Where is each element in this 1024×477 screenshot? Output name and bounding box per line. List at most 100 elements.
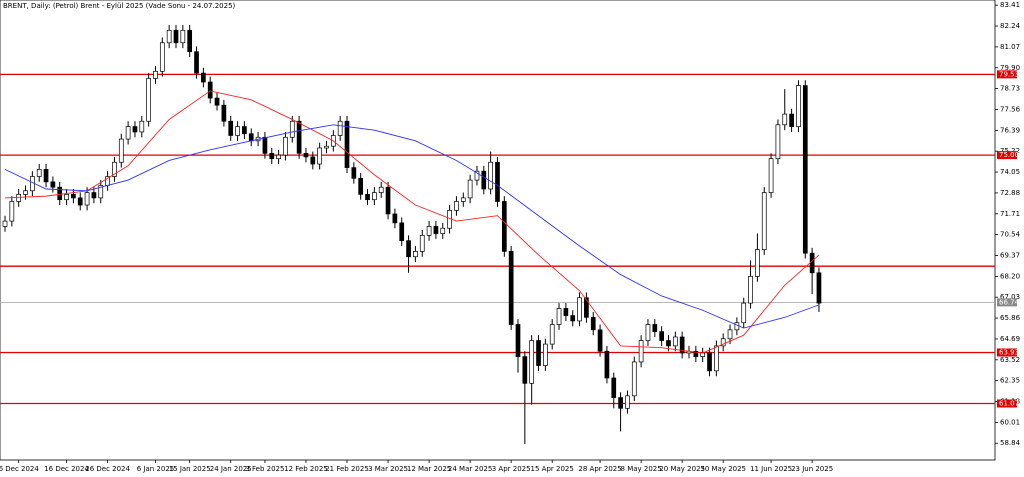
candle-body <box>782 113 788 126</box>
candle-body <box>283 136 288 156</box>
candle-body <box>201 72 206 83</box>
candle-body <box>741 302 747 324</box>
candle-body <box>802 85 808 254</box>
candle-body <box>529 340 535 384</box>
last-price-box <box>997 298 1017 307</box>
candle-body <box>173 29 179 44</box>
x-tick-label: 11 Jun 2025 <box>750 465 792 473</box>
x-tick-label: 23 Jun 2025 <box>791 465 833 473</box>
candle-body <box>36 169 42 177</box>
candle-body <box>659 331 664 341</box>
candle-body <box>214 97 220 106</box>
candle-body <box>761 192 767 250</box>
candle-body <box>789 113 794 127</box>
candle-body <box>166 29 172 44</box>
x-tick-label: 16 Dec 2024 <box>44 465 89 473</box>
candle-body <box>406 240 411 258</box>
candle-body <box>508 251 514 325</box>
candle-body <box>549 324 555 345</box>
candle-body <box>125 126 131 140</box>
candle-body <box>543 343 548 366</box>
candle-body <box>146 78 151 122</box>
candle-body <box>228 120 234 136</box>
x-tick-label: 3 Feb 2025 <box>245 465 284 473</box>
y-tick-label: 74.05 <box>1000 168 1020 176</box>
candle-body <box>768 158 774 193</box>
y-tick-label: 77.56 <box>1000 105 1021 113</box>
candle-body <box>413 251 418 258</box>
moving-average <box>4 90 820 354</box>
candle-body <box>700 352 706 357</box>
candle-body <box>563 308 569 316</box>
candle-body <box>611 377 617 398</box>
candle-body <box>399 222 405 242</box>
candle-body <box>139 120 145 133</box>
x-tick-label: 15 Jan 2025 <box>169 465 211 473</box>
x-tick-label: 24 Mar 2025 <box>448 465 492 473</box>
y-tick-label: 71.71 <box>1000 210 1020 218</box>
candle-body <box>242 126 247 135</box>
candle-body <box>536 340 541 366</box>
y-tick-label: 63.52 <box>1000 356 1020 364</box>
candle-body <box>16 193 22 202</box>
candle-body <box>522 356 528 384</box>
candle-body <box>71 193 76 199</box>
candle-body <box>248 133 254 142</box>
candle-body <box>433 226 439 234</box>
candle-body <box>707 352 712 372</box>
candle-body <box>597 329 603 352</box>
candle-body <box>112 161 117 177</box>
candle-body <box>365 193 370 201</box>
candle-body <box>672 336 678 347</box>
x-tick-label: 20 May 2025 <box>659 465 705 473</box>
candle-body <box>194 51 199 74</box>
candle-body <box>734 322 740 331</box>
candle-body <box>344 120 350 168</box>
x-tick-label: 12 Mar 2025 <box>407 465 451 473</box>
candle-body <box>577 297 582 322</box>
candle-body <box>645 324 651 341</box>
candle-body <box>570 315 576 322</box>
candle-body <box>809 252 815 274</box>
level-label: 79.53 <box>999 70 1019 78</box>
candle-body <box>426 226 432 236</box>
candle-body <box>276 154 281 160</box>
candle-body <box>180 29 186 44</box>
x-tick-label: 8 May 2025 <box>621 465 662 473</box>
candle-body <box>392 213 398 224</box>
candle-body <box>556 308 562 325</box>
candle-body <box>269 152 275 160</box>
candle-body <box>590 317 596 331</box>
candle-body <box>460 197 466 202</box>
candle-body <box>296 120 302 154</box>
candle-body <box>2 220 8 227</box>
candle-body <box>501 201 507 252</box>
candle-body <box>324 145 329 149</box>
candle-body <box>221 104 227 122</box>
candle-body <box>289 120 295 138</box>
y-tick-label: 70.54 <box>1000 231 1021 239</box>
x-tick-label: 30 May 2025 <box>700 465 746 473</box>
y-tick-label: 82.24 <box>1000 22 1021 30</box>
x-tick-label: 3 Apr 2025 <box>492 465 531 473</box>
candle-body <box>351 167 357 179</box>
candle-body <box>419 234 425 252</box>
y-tick-label: 58.84 <box>1000 439 1021 447</box>
candle-body <box>720 338 726 347</box>
y-tick-label: 68.20 <box>1000 272 1020 280</box>
x-tick-label: 21 Feb 2025 <box>325 465 369 473</box>
y-tick-label: 79.90 <box>1000 64 1020 72</box>
candle-body <box>378 186 384 193</box>
candle-body <box>207 81 213 99</box>
candle-body <box>679 336 685 354</box>
candle-body <box>372 192 377 201</box>
level-label: 61.07 <box>999 399 1019 407</box>
y-tick-label: 72.88 <box>1000 189 1020 197</box>
candle-body <box>262 136 268 154</box>
candle-body <box>43 169 49 183</box>
x-tick-label: 6 Dec 2024 <box>0 465 39 473</box>
candle-body <box>631 361 637 397</box>
candle-body <box>481 170 487 190</box>
candle-body <box>495 161 500 202</box>
